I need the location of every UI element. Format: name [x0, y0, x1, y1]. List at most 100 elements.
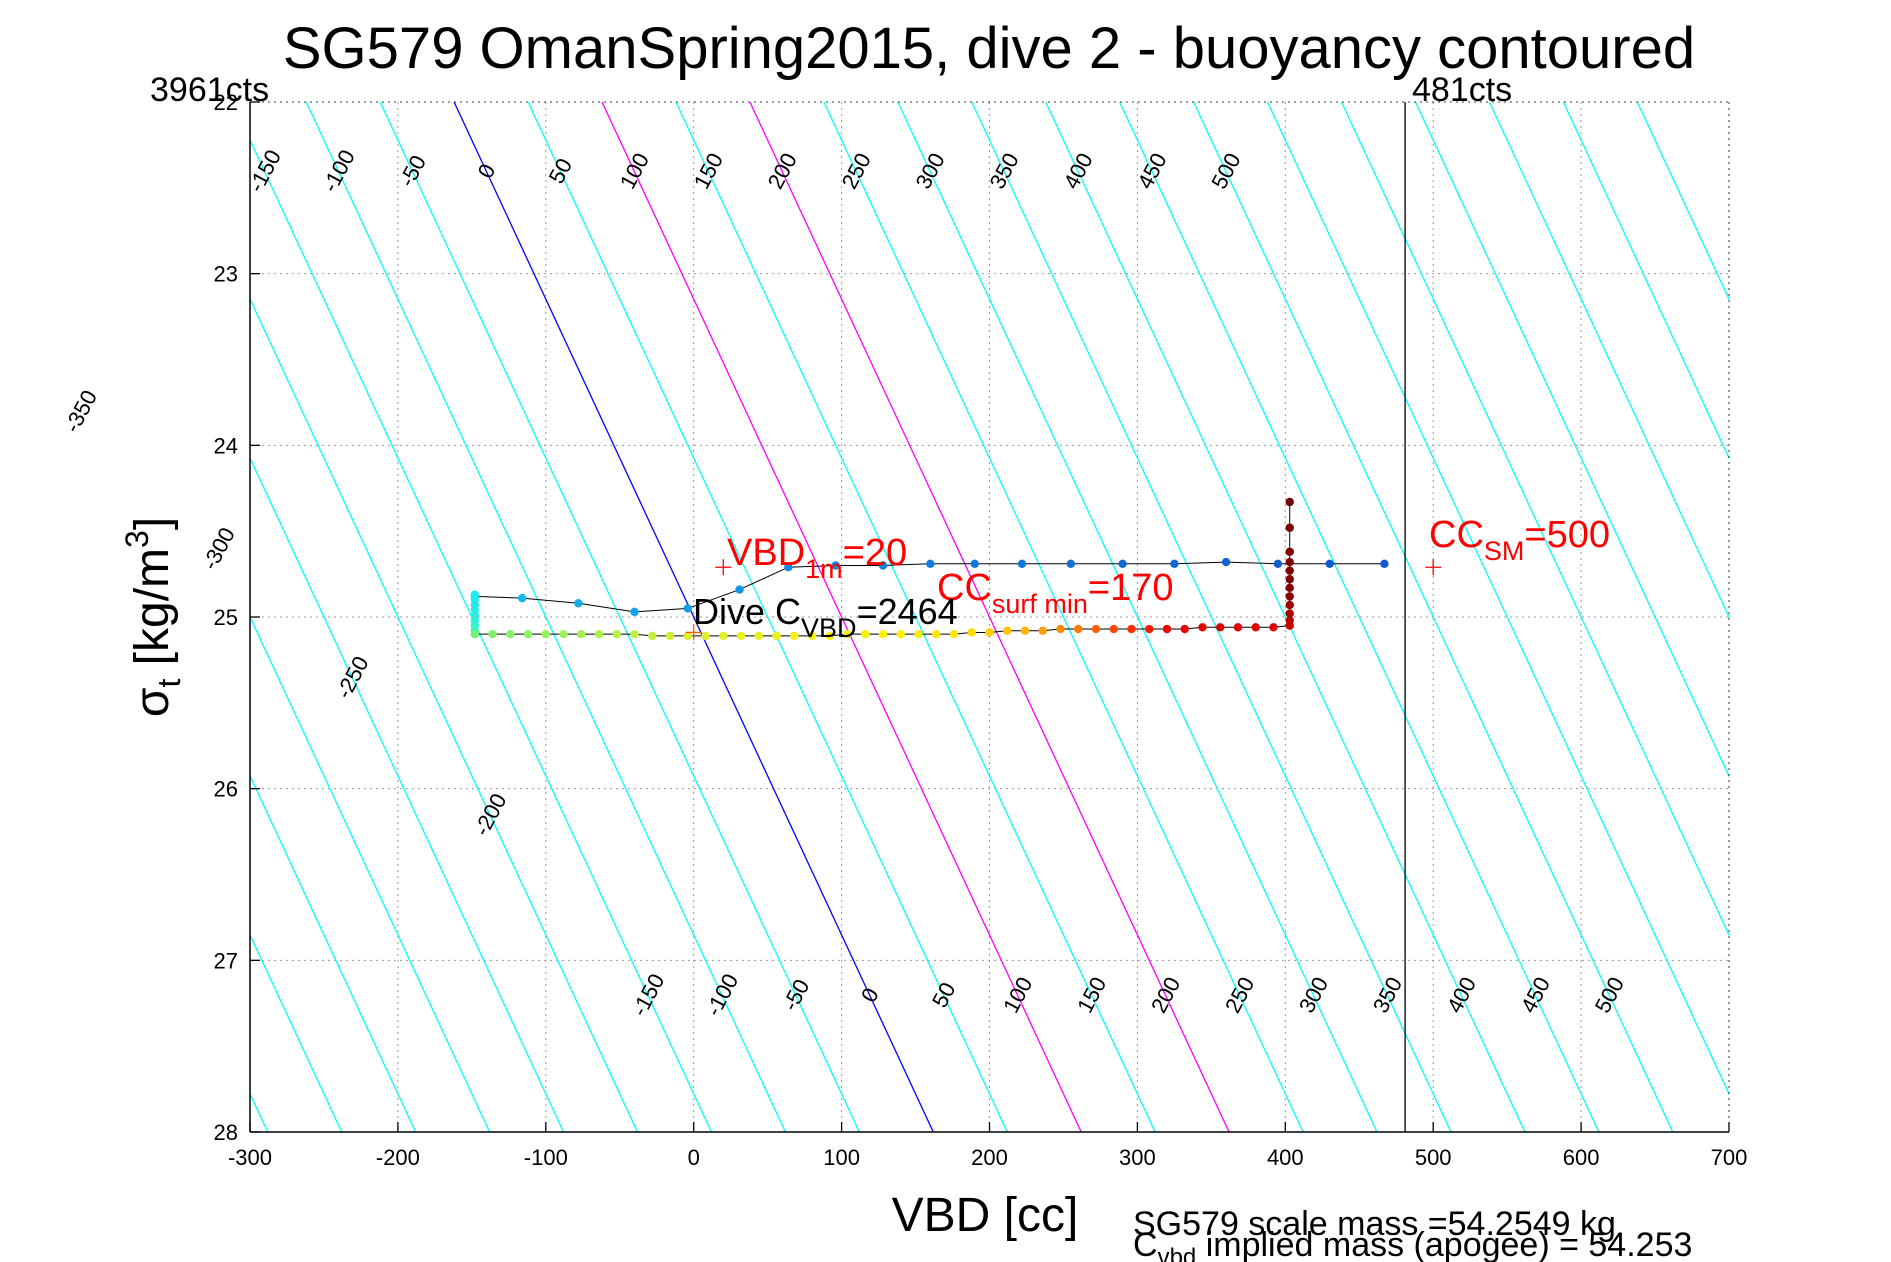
cvbd-sub: VBD: [801, 613, 857, 643]
contour-line: [1562, 102, 1729, 460]
data-point: [1285, 616, 1294, 625]
data-point: [630, 629, 639, 639]
data-point: [878, 561, 888, 570]
data-point: [683, 631, 692, 641]
data-point: [772, 631, 781, 641]
contour-line: [1119, 102, 1600, 1132]
data-point: [1221, 557, 1231, 567]
counts-right: 481cts: [1412, 71, 1512, 109]
buoyancy-contours: [0, 102, 1729, 1132]
data-point: [1145, 624, 1154, 634]
contour-label-bottom: 450: [1516, 973, 1555, 1017]
data-point: [1285, 547, 1294, 556]
data-point: [896, 629, 905, 639]
ccsurf-end: =170: [1088, 567, 1174, 609]
data-point: [1285, 557, 1294, 567]
contour-label-top: 50: [544, 154, 578, 187]
x-tick-label: 300: [1119, 1145, 1156, 1170]
x-tick-label: 100: [823, 1145, 860, 1170]
contour-label-top: 150: [689, 149, 728, 193]
data-point: [1285, 497, 1294, 507]
data-point: [1380, 559, 1389, 568]
contour-line: [250, 297, 639, 1132]
data-point: [926, 559, 935, 568]
data-point: [1109, 624, 1118, 634]
data-point: [1273, 559, 1283, 568]
data-point: [735, 585, 744, 594]
contour-label-top: 500: [1206, 149, 1245, 193]
x-tick-label: 500: [1415, 1145, 1452, 1170]
data-point: [488, 629, 497, 639]
data-point: [523, 629, 533, 639]
data-point: [1066, 559, 1076, 568]
contour-label-bottom: 100: [998, 973, 1037, 1017]
data-point: [648, 631, 657, 641]
data-point: [683, 604, 692, 613]
ccsm-end: =500: [1524, 514, 1610, 556]
contour-label-top: 350: [984, 149, 1023, 193]
annotation-vbd-1m: VBD1m=20: [727, 532, 907, 584]
tick-labels: -300 -200 -100 0 100 200 300 400 500 600 700222324…: [214, 90, 1748, 1170]
data-point: [665, 631, 675, 641]
contour-label-top: -100: [317, 146, 360, 197]
data-point: [1198, 623, 1207, 632]
x-tick-label: -200: [376, 1145, 420, 1170]
chart-title: SG579 OmanSpring2015, dive 2 - buoyancy …: [283, 16, 1695, 81]
data-point: [878, 629, 888, 639]
contour-label-bottom: -50: [777, 975, 814, 1015]
data-point: [807, 631, 817, 641]
y-tick-label: 27: [214, 948, 238, 973]
contour-label-bottom: -150: [627, 970, 670, 1021]
contour-label-top: 0: [473, 160, 501, 183]
data-point: [541, 629, 550, 639]
contour-line: [379, 102, 860, 1132]
vbd1m-main: VBD: [727, 532, 805, 574]
contour-label-bottom: -100: [701, 970, 744, 1021]
data-point: [967, 628, 976, 637]
y-tick-label: 28: [214, 1120, 238, 1145]
contour-line: [1193, 102, 1674, 1132]
x-axis-label: VBD [cc]: [892, 1189, 1079, 1242]
contour-label-top: 300: [911, 149, 950, 193]
contour-label-bottom: 400: [1442, 973, 1481, 1017]
data-point: [861, 629, 870, 639]
vbd1m-sub: 1m: [805, 554, 843, 584]
contour-label-left: -200: [469, 789, 512, 840]
data-point: [1074, 624, 1083, 634]
data-point: [559, 629, 568, 639]
contour-line: [453, 102, 934, 1132]
data-point: [1233, 623, 1243, 632]
y-label-sup: 3: [119, 530, 155, 548]
data-point: [1038, 626, 1047, 635]
contour-line: [601, 102, 1082, 1132]
contour-label-bottom: 300: [1294, 973, 1333, 1017]
data-point: [574, 599, 583, 608]
contour-line: [1266, 102, 1729, 1096]
contour-label-top: 450: [1132, 149, 1171, 193]
contour-line: [1045, 102, 1526, 1132]
x-tick-label: -100: [524, 1145, 568, 1170]
data-point: [506, 629, 515, 639]
contour-line: [897, 102, 1378, 1132]
annotation-dive-cvbd: Dive CVBD=2464: [693, 591, 958, 643]
footer-scale-mass: SG579 scale mass =54.2549 kg: [1133, 1205, 1616, 1243]
contour-line: [0, 102, 120, 1132]
contour-line: [250, 933, 343, 1132]
data-point: [914, 629, 923, 639]
data-point: [1285, 566, 1294, 575]
y-tick-label: 24: [214, 433, 238, 458]
counts-left: 3961cts: [150, 71, 269, 109]
contour-label-top: 250: [837, 149, 876, 193]
data-point: [1269, 623, 1278, 632]
data-point: [517, 593, 527, 603]
y-axis-label: σt [kg/m3]: [119, 517, 187, 717]
data-point: [932, 629, 941, 639]
contour-line: [971, 102, 1452, 1132]
y-tick-label: 22: [214, 90, 238, 115]
data-point: [985, 628, 994, 637]
contour-label-bottom: 0: [856, 984, 884, 1007]
y-tick-label: 26: [214, 777, 238, 802]
contour-label-left: -350: [59, 386, 102, 437]
contour-line: [1636, 102, 1729, 301]
data-point: [1285, 575, 1294, 584]
